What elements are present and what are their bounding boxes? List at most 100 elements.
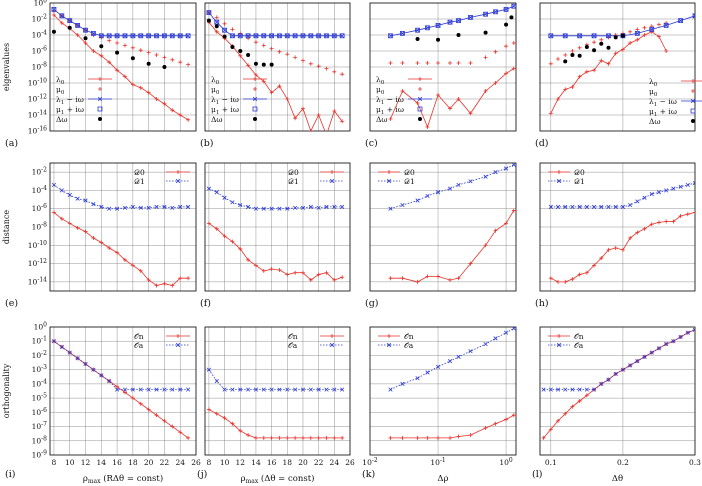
data-point: [316, 33, 322, 39]
data-point: [555, 204, 561, 209]
data-point: [146, 407, 151, 412]
panel-label: (i): [5, 469, 15, 480]
data-point: [591, 387, 597, 392]
legend-marker: [175, 342, 181, 348]
data-point: [483, 341, 488, 347]
x-tick-label: 24: [175, 458, 185, 467]
data-point: [635, 37, 640, 42]
data-point: [678, 334, 683, 340]
axes-frame: [539, 162, 696, 292]
data-point: [316, 435, 321, 440]
legend-label: μ1 + iω: [376, 105, 404, 116]
y-tick-label: 100: [34, 0, 48, 8]
data-point: [620, 47, 625, 52]
legend-marker: [176, 170, 180, 174]
y-tick-label: 10-12: [28, 258, 47, 268]
data-point: [169, 33, 175, 39]
data-layer: [51, 7, 191, 122]
data-point: [316, 387, 321, 392]
data-point: [400, 89, 405, 93]
data-point: [300, 205, 306, 210]
data-point: [130, 56, 135, 61]
data-point: [456, 276, 461, 281]
data-point: [146, 33, 151, 38]
data-point: [162, 33, 167, 38]
data-point: [415, 101, 420, 105]
legend-marker: [691, 89, 695, 93]
legend-marker: [175, 178, 181, 184]
data-point: [493, 9, 498, 14]
legend-marker: [418, 117, 422, 121]
data-point: [51, 29, 56, 34]
data-point: [293, 387, 298, 392]
data-point: [577, 398, 582, 403]
data-point: [504, 44, 509, 49]
x-tick-label: 24: [330, 458, 340, 467]
legend-label: Δω: [649, 117, 661, 126]
y-tick-label: 10-4: [32, 185, 48, 195]
data-point: [415, 28, 420, 33]
data-point: [447, 19, 453, 25]
data-point: [59, 216, 64, 221]
data-point: [277, 33, 282, 39]
x-tick-label: 10-1: [430, 457, 445, 467]
y-tick-label: 10-7: [32, 421, 48, 431]
series-line: [208, 409, 343, 439]
legend-label: 𝒟1: [404, 177, 415, 186]
legend-label: 𝒪a: [574, 341, 584, 350]
data-point: [447, 186, 453, 191]
data-point: [206, 10, 212, 15]
data-point: [635, 230, 640, 235]
legend-label: 𝒟0: [134, 168, 145, 177]
data-point: [493, 9, 498, 15]
y-tick-label: 10-8: [32, 62, 48, 72]
data-point: [293, 116, 298, 121]
series-line: [208, 222, 343, 281]
data-point: [99, 204, 104, 209]
data-point: [548, 387, 553, 392]
data-point: [511, 208, 516, 213]
data-point: [332, 204, 337, 209]
data-point: [75, 23, 80, 28]
data-point: [400, 202, 405, 208]
y-tick-label: 10-4: [32, 378, 48, 388]
data-point: [162, 281, 167, 286]
y-tick-label: 10-2: [32, 14, 48, 24]
data-point: [130, 396, 135, 401]
data-point: [186, 276, 191, 281]
data-point: [59, 13, 65, 19]
data-point: [388, 276, 393, 281]
data-point: [238, 33, 243, 38]
data-point: [261, 33, 266, 38]
data-point: [178, 60, 183, 65]
data-point: [246, 63, 251, 68]
data-point: [556, 418, 561, 423]
panel-label: (j): [197, 469, 207, 480]
data-point: [324, 204, 329, 209]
legend-label: μ0: [649, 87, 658, 98]
data-point: [122, 43, 127, 48]
data-point: [493, 81, 498, 85]
data-point: [400, 276, 405, 281]
data-point: [130, 82, 135, 87]
data-point: [186, 33, 191, 38]
data-point: [504, 221, 509, 226]
data-point: [606, 247, 611, 252]
data-point: [555, 387, 561, 392]
data-point: [340, 204, 345, 209]
data-point: [671, 339, 676, 344]
data-point: [628, 202, 633, 208]
data-point: [308, 61, 313, 66]
data-point: [388, 387, 393, 392]
data-point: [613, 246, 618, 251]
data-point: [511, 41, 516, 45]
data-point: [138, 268, 143, 273]
data-point: [308, 204, 313, 209]
data-point: [541, 387, 546, 392]
